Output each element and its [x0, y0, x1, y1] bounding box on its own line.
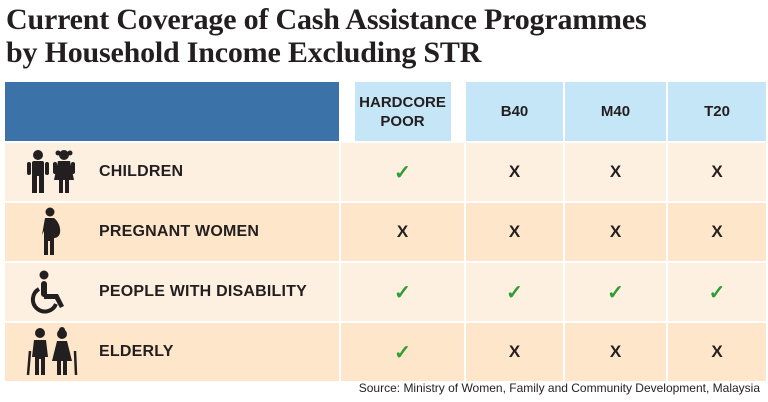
children-icon	[5, 149, 99, 195]
page-title: Current Coverage of Cash Assistance Prog…	[6, 3, 746, 69]
cell-disability-b40: ✓	[466, 263, 563, 321]
source-note: Source: Ministry of Women, Family and Co…	[358, 381, 760, 395]
title-line-2: by Household Income Excluding STR	[6, 36, 482, 69]
cell-children-m40: X	[565, 143, 666, 201]
wheelchair-icon	[5, 270, 99, 314]
row-label-text: PREGNANT WOMEN	[99, 223, 260, 240]
coverage-table: HARDCORE POOR B40 M40 T20 CHILDRE	[5, 82, 766, 381]
row-label-pregnant-women: PREGNANT WOMEN	[5, 203, 339, 261]
row-label-children: CHILDREN	[5, 143, 339, 201]
cell-elderly-t20: X	[668, 323, 766, 381]
row-label-text: PEOPLE WITH DISABILITY	[99, 283, 307, 300]
column-header-hardcore-poor: HARDCORE POOR	[354, 82, 451, 141]
cell-pregnant-m40: X	[565, 203, 666, 261]
title-line-1: Current Coverage of Cash Assistance Prog…	[6, 3, 647, 36]
cell-disability-t20: ✓	[668, 263, 766, 321]
cell-children-b40: X	[466, 143, 563, 201]
row-label-text: CHILDREN	[99, 163, 184, 180]
cell-children-hardcore-poor: ✓	[341, 143, 464, 201]
cell-elderly-b40: X	[466, 323, 563, 381]
column-header-t20: T20	[668, 82, 766, 141]
cell-pregnant-t20: X	[668, 203, 766, 261]
header-blank-cell	[5, 82, 339, 141]
cell-disability-hardcore-poor: ✓	[341, 263, 464, 321]
cell-pregnant-hardcore-poor: X	[341, 203, 464, 261]
pregnant-woman-icon	[5, 207, 99, 257]
cell-disability-m40: ✓	[565, 263, 666, 321]
row-label-text: ELDERLY	[99, 343, 174, 360]
column-header-m40: M40	[565, 82, 666, 141]
cell-children-t20: X	[668, 143, 766, 201]
row-label-elderly: ELDERLY	[5, 323, 339, 381]
row-label-people-with-disability: PEOPLE WITH DISABILITY	[5, 263, 339, 321]
column-header-b40: B40	[466, 82, 563, 141]
elderly-icon	[5, 327, 99, 377]
cell-elderly-m40: X	[565, 323, 666, 381]
cell-elderly-hardcore-poor: ✓	[341, 323, 464, 381]
cell-pregnant-b40: X	[466, 203, 563, 261]
